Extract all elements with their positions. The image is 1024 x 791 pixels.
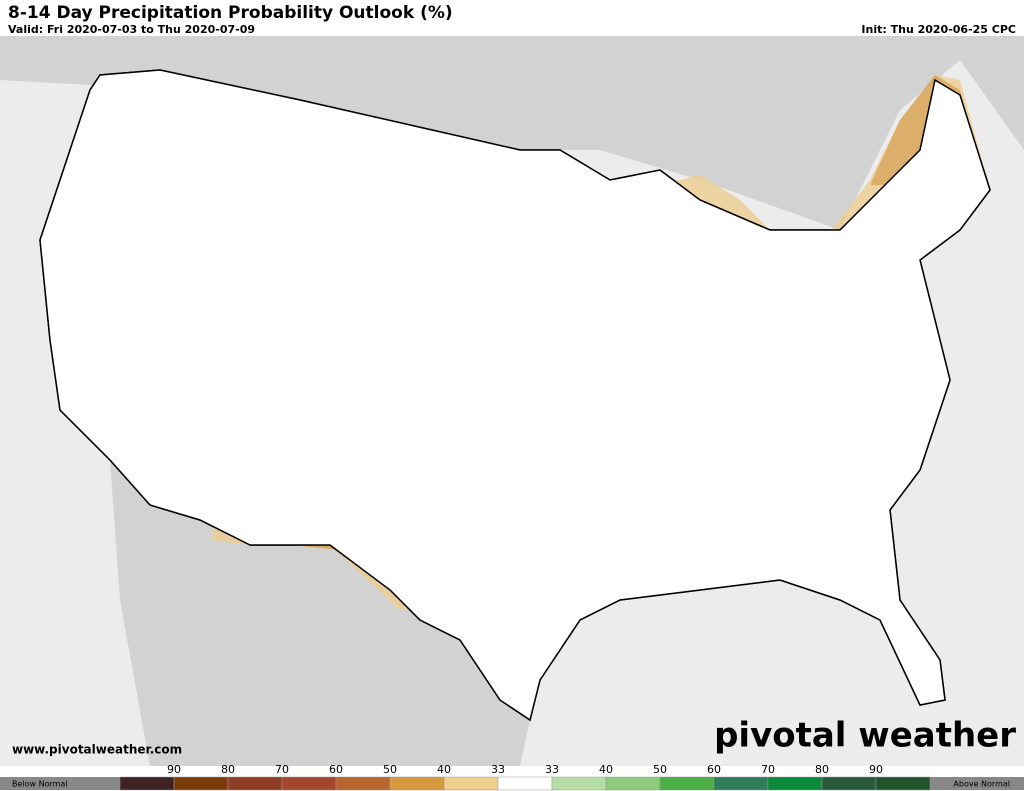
header-bg: [0, 0, 1024, 36]
legend-above: Above Normal: [953, 780, 1010, 789]
legend-swatch: [227, 776, 283, 791]
legend-swatch: [281, 776, 337, 791]
legend-swatch: [659, 776, 715, 791]
legend-swatch: [335, 776, 391, 791]
legend-label: 80: [815, 763, 829, 776]
canada: [0, 36, 1024, 230]
legend-label: 70: [275, 763, 289, 776]
title: 8-14 Day Precipitation Probability Outlo…: [8, 3, 453, 23]
legend-label: 70: [761, 763, 775, 776]
legend-swatch: [443, 776, 499, 791]
legend-label: 40: [599, 763, 613, 776]
legend-swatch: [497, 776, 553, 791]
legend-swatch: [767, 776, 823, 791]
legend-label: 60: [707, 763, 721, 776]
legend-swatch: [551, 776, 607, 791]
legend-swatch: [875, 776, 931, 791]
legend-label: 60: [329, 763, 343, 776]
legend-label: 80: [221, 763, 235, 776]
legend-swatch: [119, 776, 175, 791]
legend-below: Below Normal: [12, 780, 68, 789]
legend-label: 90: [167, 763, 181, 776]
valid: Valid: Fri 2020-07-03 to Thu 2020-07-09: [8, 23, 255, 36]
legend-swatch: [713, 776, 769, 791]
legend-label: 50: [383, 763, 397, 776]
legend-label: 50: [653, 763, 667, 776]
init: Init: Thu 2020-06-25 CPC: [861, 23, 1016, 36]
url: www.pivotalweather.com: [12, 743, 182, 757]
legend: 90 80 70 60 50 40 33 33 40 50 60 70 80 90 Below Normal…: [0, 763, 1024, 791]
legend-swatch: [173, 776, 229, 791]
legend-label: 33: [545, 763, 559, 776]
legend-swatch: [605, 776, 661, 791]
legend-swatch: [821, 776, 877, 791]
legend-label: 90: [869, 763, 883, 776]
legend-label: 33: [491, 763, 505, 776]
legend-swatch: [389, 776, 445, 791]
brand: pivotal weather: [714, 716, 1016, 756]
legend-label: 40: [437, 763, 451, 776]
